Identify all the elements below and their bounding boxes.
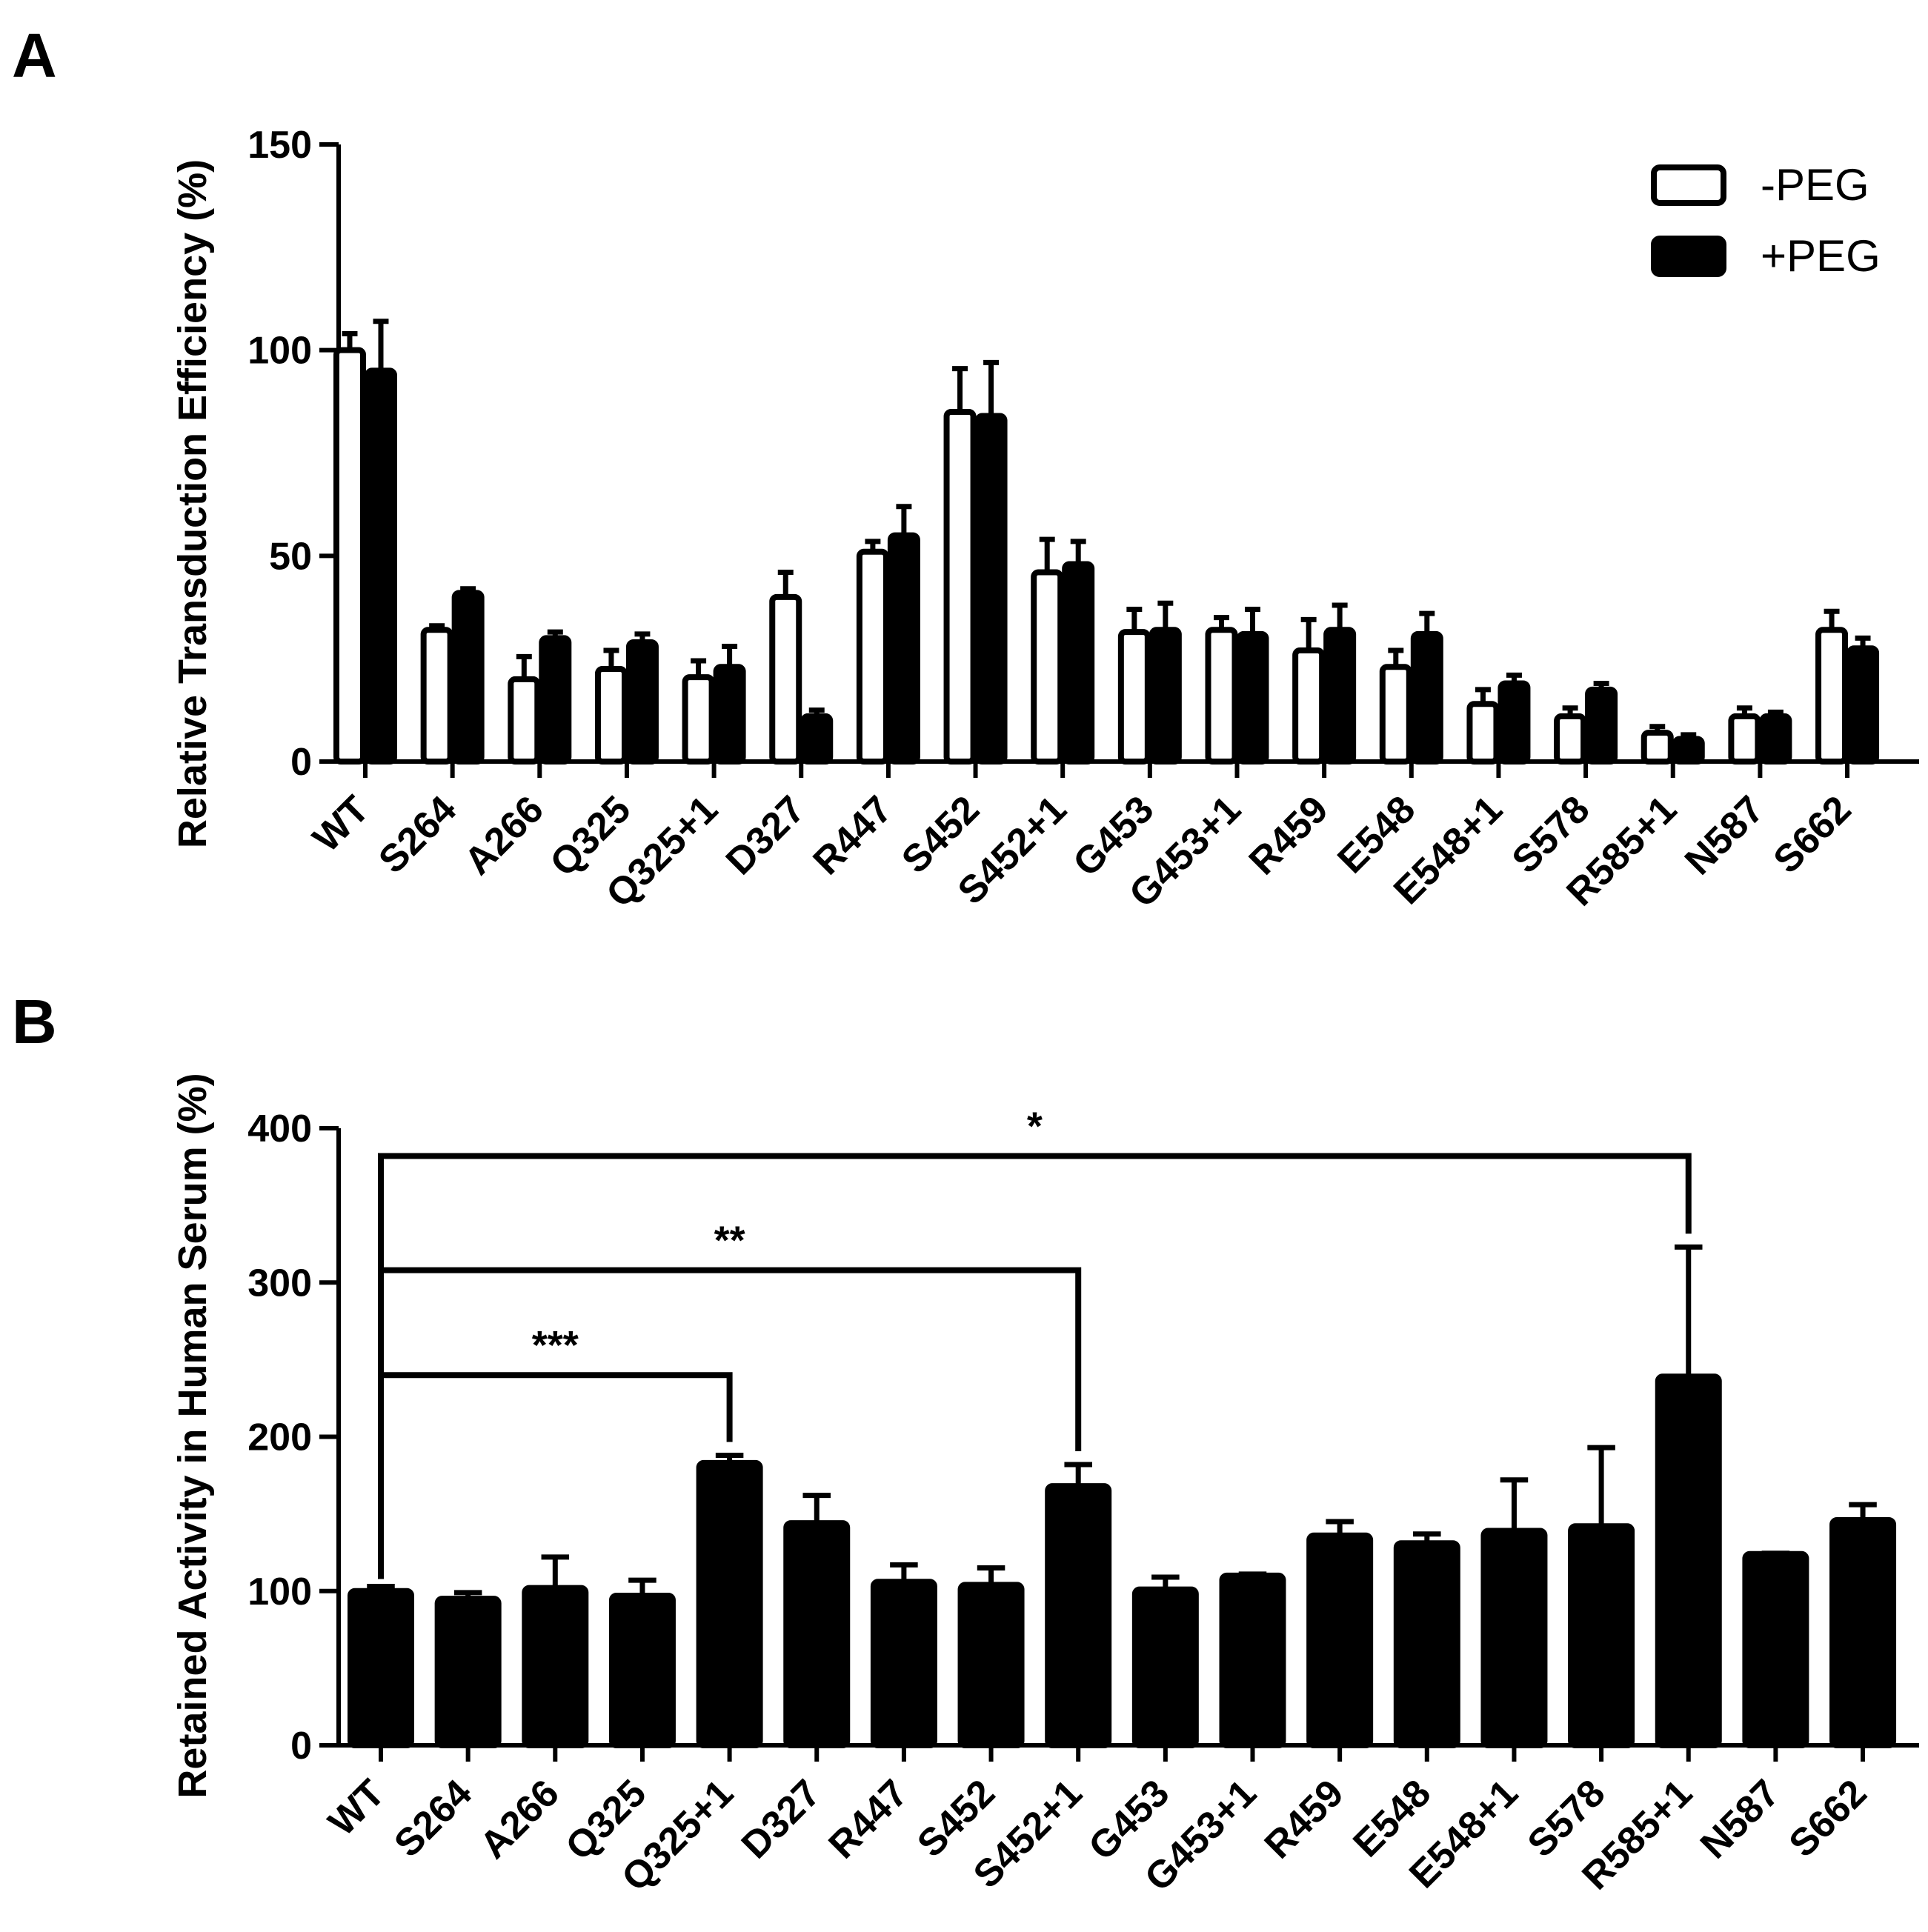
bar-r459 — [1306, 1532, 1374, 1749]
significance-label: *** — [532, 1323, 579, 1368]
bar-e548 — [1393, 1540, 1460, 1748]
bar-s452plus1 — [1045, 1483, 1112, 1748]
bar-e548plus1-minus-peg — [1466, 701, 1500, 765]
legend-label-plus-peg: +PEG — [1761, 231, 1881, 281]
bar-wt — [348, 1588, 414, 1748]
bar-s662 — [1829, 1516, 1897, 1749]
bar-s452plus1-minus-peg — [1031, 569, 1064, 765]
panel-a-y-axis-title: Relative Transduction Efficiency (%) — [170, 159, 215, 848]
y-tick-label: 50 — [269, 535, 312, 578]
panel-b-bars — [348, 1244, 1897, 1749]
bar-r447-plus-peg — [887, 532, 920, 765]
bar-s452-minus-peg — [943, 408, 977, 765]
bar-r447-minus-peg — [856, 548, 889, 765]
bar-g453plus1 — [1219, 1572, 1286, 1749]
legend-swatch-minus-peg — [1651, 164, 1726, 206]
significance-bracket — [378, 1153, 1692, 1579]
bar-r459-minus-peg — [1292, 647, 1326, 765]
bar-s578-plus-peg — [1585, 686, 1618, 765]
bar-d327-plus-peg — [800, 713, 834, 765]
bar-r447 — [870, 1579, 937, 1748]
panel-b-axes: 0 100 200 300 400 — [247, 1107, 1919, 1768]
panel-b-letter: B — [12, 987, 57, 1056]
bar-q325-plus-peg — [625, 639, 659, 765]
bar-e548plus1-plus-peg — [1497, 680, 1531, 765]
bar-q325plus1-minus-peg — [682, 674, 715, 765]
legend-label-minus-peg: -PEG — [1761, 160, 1869, 210]
bar-d327 — [783, 1520, 851, 1749]
bar-wt-minus-peg — [333, 347, 366, 765]
bar-s662-plus-peg — [1846, 645, 1880, 765]
panel-a-bars — [333, 319, 1880, 765]
bar-s578-minus-peg — [1554, 713, 1587, 765]
bar-g453plus1-plus-peg — [1236, 630, 1269, 765]
bar-q325plus1-plus-peg — [713, 664, 746, 765]
y-tick-label: 200 — [247, 1416, 312, 1459]
bar-r459-plus-peg — [1323, 627, 1357, 765]
y-tick-label: 0 — [290, 741, 312, 784]
bar-g453 — [1131, 1586, 1199, 1748]
bar-a266-plus-peg — [539, 635, 572, 765]
legend-swatch-plus-peg — [1651, 236, 1726, 277]
significance-label: * — [1027, 1104, 1043, 1148]
bar-n587 — [1742, 1550, 1809, 1749]
panel-b-significance: ****** — [378, 1104, 1692, 1579]
panel-a-letter: A — [12, 21, 57, 90]
bar-a266-minus-peg — [508, 676, 541, 765]
y-tick-label: 400 — [247, 1107, 312, 1150]
bar-g453plus1-minus-peg — [1205, 627, 1238, 765]
bar-g453-minus-peg — [1117, 629, 1151, 765]
y-tick-label: 150 — [247, 124, 312, 167]
y-tick-label: 100 — [247, 330, 312, 373]
bar-n587-minus-peg — [1728, 713, 1761, 765]
bar-r585plus1 — [1655, 1373, 1722, 1748]
bar-d327-minus-peg — [769, 593, 802, 765]
bar-s452plus1-plus-peg — [1062, 561, 1095, 765]
bar-q325-minus-peg — [594, 666, 628, 765]
bar-e548plus1 — [1480, 1528, 1548, 1748]
bar-n587-plus-peg — [1759, 713, 1792, 765]
bar-s578 — [1568, 1523, 1635, 1748]
bar-q325 — [608, 1592, 676, 1749]
bar-s452-plus-peg — [974, 413, 1008, 765]
bar-s662-minus-peg — [1815, 627, 1849, 765]
bar-s264 — [434, 1596, 502, 1749]
bar-s452 — [957, 1582, 1025, 1748]
y-tick-label: 100 — [247, 1570, 312, 1613]
significance-label: ** — [714, 1219, 745, 1263]
bar-a266 — [522, 1585, 589, 1748]
panel-a-legend: -PEG +PEG — [1651, 160, 1881, 281]
panel-b-y-axis-title: Retained Activity in Human Serum (%) — [170, 1073, 215, 1798]
bar-g453-plus-peg — [1149, 627, 1182, 765]
bar-q325plus1 — [696, 1459, 763, 1748]
y-tick-label: 300 — [247, 1262, 312, 1305]
bar-s264-plus-peg — [451, 590, 485, 765]
y-tick-label: 0 — [290, 1725, 312, 1768]
bar-r585plus1-plus-peg — [1672, 736, 1705, 765]
bar-s264-minus-peg — [420, 627, 453, 765]
bar-r585plus1-minus-peg — [1641, 730, 1674, 765]
bar-wt-plus-peg — [365, 367, 397, 765]
bar-e548-plus-peg — [1410, 630, 1443, 765]
bar-e548-minus-peg — [1379, 664, 1412, 765]
